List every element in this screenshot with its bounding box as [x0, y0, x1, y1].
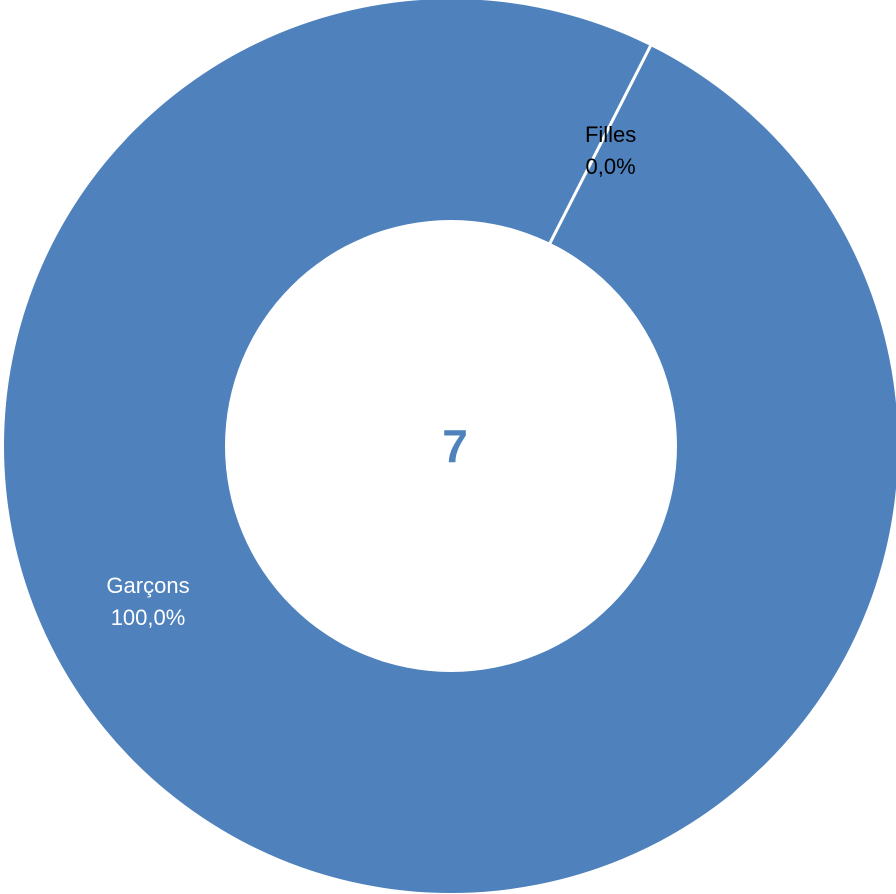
slice-percent: 100,0%	[111, 605, 186, 630]
slice-percent: 0,0%	[586, 154, 636, 179]
slice-name: Garçons	[106, 573, 189, 598]
slice-labels: Filles 0,0% Garçons 100,0%	[106, 122, 636, 630]
donut-hole	[225, 220, 677, 672]
slice-separator	[547, 43, 653, 246]
slice-label-gar-ons: Garçons 100,0%	[106, 573, 189, 630]
slice-label-filles: Filles 0,0%	[585, 122, 636, 179]
center-total-value: 7	[442, 420, 468, 472]
slice-name: Filles	[585, 122, 636, 147]
